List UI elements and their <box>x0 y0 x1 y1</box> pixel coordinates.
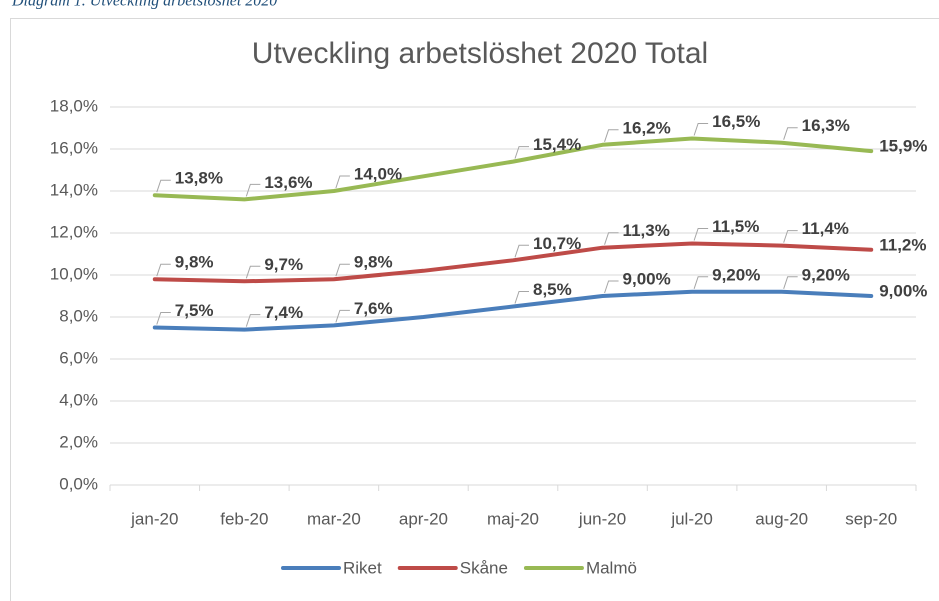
y-tick-label: 0,0% <box>59 474 98 493</box>
data-label: 9,00% <box>623 269 671 288</box>
leader-line <box>693 276 709 289</box>
leader-line <box>693 123 709 136</box>
x-tick-label: jan-20 <box>130 509 178 528</box>
chart-title: Utveckling arbetslöshet 2020 Total <box>252 37 708 70</box>
y-tick-label: 4,0% <box>59 390 98 409</box>
leader-line <box>245 183 261 197</box>
leader-line <box>335 309 350 323</box>
data-label: 11,3% <box>623 221 670 240</box>
x-tick-label: apr-20 <box>399 509 448 528</box>
leader-line <box>335 263 350 277</box>
x-tick-label: jul-20 <box>670 509 713 528</box>
x-tick-label: feb-20 <box>220 509 268 528</box>
data-label: 16,5% <box>712 112 760 131</box>
x-tick-label: maj-20 <box>487 509 539 528</box>
x-tick-label: mar-20 <box>307 509 361 528</box>
series-line <box>152 241 874 284</box>
leader-line <box>245 265 261 279</box>
data-label: 13,6% <box>264 173 312 192</box>
leader-line <box>245 314 261 327</box>
data-label: 9,20% <box>802 265 850 284</box>
y-tick-label: 12,0% <box>50 222 98 241</box>
series-line <box>152 136 874 202</box>
data-label: 11,2% <box>879 235 926 254</box>
data-label: 11,5% <box>712 217 759 236</box>
y-tick-label: 18,0% <box>50 96 98 115</box>
data-label: 11,4% <box>802 219 849 238</box>
legend-label: Skåne <box>460 558 508 577</box>
x-tick-label: sep-20 <box>845 509 897 528</box>
leader-line <box>514 244 529 258</box>
caption: Diagram 1. Utveckling arbetslöshet 2020 <box>11 0 277 10</box>
leader-line <box>156 179 171 193</box>
data-label: 7,6% <box>354 299 393 318</box>
data-label: 9,7% <box>264 255 303 274</box>
y-tick-label: 2,0% <box>59 432 98 451</box>
data-label: 15,4% <box>533 135 581 154</box>
data-label: 14,0% <box>354 164 402 183</box>
data-label: 10,7% <box>533 234 581 253</box>
leader-line <box>693 228 709 241</box>
data-label: 9,00% <box>879 281 927 300</box>
y-tick-label: 14,0% <box>50 180 98 199</box>
legend-label: Malmö <box>586 558 637 577</box>
data-label: 13,8% <box>175 169 223 188</box>
leader-line <box>604 129 619 142</box>
data-label: 16,3% <box>802 116 850 135</box>
leader-line <box>514 291 529 304</box>
y-tick-label: 16,0% <box>50 138 98 157</box>
leader-line <box>514 146 529 159</box>
data-label: 7,4% <box>264 303 303 322</box>
leader-line <box>156 312 171 325</box>
data-label: 9,8% <box>175 253 214 272</box>
x-tick-label: aug-20 <box>755 509 808 528</box>
y-tick-label: 10,0% <box>50 264 98 283</box>
legend-label: Riket <box>343 558 382 577</box>
leader-line <box>604 280 619 294</box>
leader-line <box>335 175 350 189</box>
leader-line <box>783 127 798 140</box>
data-label: 16,2% <box>623 118 671 137</box>
data-label: 7,5% <box>175 301 214 320</box>
data-label: 9,20% <box>712 265 760 284</box>
data-label: 8,5% <box>533 280 572 299</box>
leader-line <box>604 232 619 245</box>
series-line <box>152 289 874 332</box>
data-label: 15,9% <box>879 137 927 156</box>
data-label: 9,8% <box>354 253 393 272</box>
y-tick-label: 6,0% <box>59 348 98 367</box>
y-tick-label: 8,0% <box>59 306 98 325</box>
x-tick-label: jun-20 <box>578 509 626 528</box>
leader-line <box>783 230 798 243</box>
leader-line <box>156 263 171 277</box>
leader-line <box>783 276 798 289</box>
